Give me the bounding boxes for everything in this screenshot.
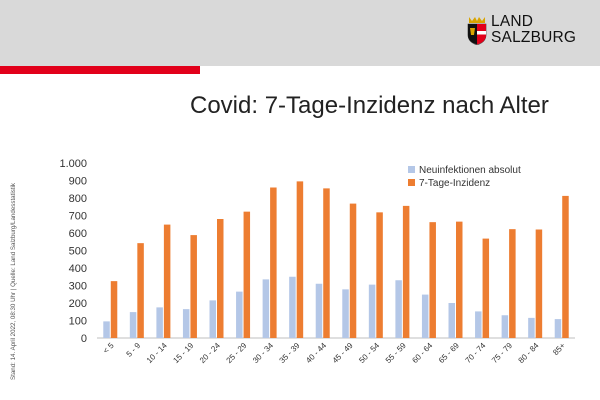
bar-neuinfektionen bbox=[236, 291, 243, 339]
bar-neuinfektionen bbox=[395, 280, 402, 338]
bar-neuinfektionen bbox=[368, 284, 376, 339]
x-tick-label: 70 - 74 bbox=[463, 341, 487, 365]
x-tick-label: 20 - 24 bbox=[198, 341, 222, 365]
x-tick-label: 80 - 84 bbox=[517, 341, 541, 365]
bar-inzidenz bbox=[243, 211, 251, 338]
y-tick-label: 700 bbox=[69, 211, 87, 223]
bar-neuinfektionen bbox=[209, 300, 216, 339]
x-tick-label: 65 - 69 bbox=[437, 341, 461, 365]
bar-neuinfektionen bbox=[554, 319, 562, 338]
red-accent-bar bbox=[0, 66, 200, 74]
y-tick-label: 400 bbox=[69, 263, 87, 275]
legend-swatch bbox=[408, 166, 415, 173]
bar-inzidenz bbox=[110, 281, 118, 339]
bar-neuinfektionen bbox=[262, 279, 270, 339]
chart-bars bbox=[103, 181, 569, 339]
x-tick-label: 75 - 79 bbox=[490, 341, 514, 365]
legend-label: Neuinfektionen absolut bbox=[419, 165, 521, 176]
coat-of-arms-icon bbox=[467, 17, 487, 45]
x-axis-labels: < 5 5 - 9 10 - 14 15 - 19 20 - 24 25 - 29 30 -… bbox=[101, 341, 567, 365]
bar-inzidenz bbox=[296, 181, 304, 339]
logo-line-2: SALZBURG bbox=[491, 29, 577, 46]
y-tick-label: 500 bbox=[69, 246, 87, 258]
x-tick-label: 60 - 64 bbox=[410, 341, 434, 365]
y-tick-label: 200 bbox=[69, 298, 87, 310]
bar-inzidenz bbox=[535, 229, 543, 338]
bar-inzidenz bbox=[137, 243, 144, 338]
bar-neuinfektionen bbox=[448, 303, 455, 338]
logo-line-1: LAND bbox=[491, 13, 534, 30]
bar-neuinfektionen bbox=[156, 307, 163, 339]
bar-neuinfektionen bbox=[182, 309, 190, 339]
page-title: Covid: 7-Tage-Inzidenz nach Alter bbox=[190, 92, 549, 119]
x-tick-label: 55 - 59 bbox=[384, 341, 408, 365]
bar-inzidenz bbox=[270, 187, 277, 338]
y-tick-label: 600 bbox=[69, 228, 87, 240]
bar-neuinfektionen bbox=[421, 294, 429, 338]
bar-inzidenz bbox=[163, 224, 171, 338]
y-tick-label: 100 bbox=[69, 316, 87, 328]
x-tick-label: 25 - 29 bbox=[224, 341, 248, 365]
bar-inzidenz bbox=[429, 222, 436, 338]
header-band bbox=[0, 0, 600, 66]
y-tick-label: 800 bbox=[69, 193, 87, 205]
x-tick-label: 15 - 19 bbox=[171, 341, 195, 365]
bar-neuinfektionen bbox=[528, 317, 535, 339]
bar-neuinfektionen bbox=[315, 283, 323, 338]
bar-inzidenz bbox=[456, 221, 463, 339]
y-tick-label: 300 bbox=[69, 281, 87, 293]
land-salzburg-logo: LAND SALZBURG bbox=[466, 13, 596, 49]
x-tick-label: 45 - 49 bbox=[331, 341, 355, 365]
bar-inzidenz bbox=[509, 229, 516, 338]
legend-label: 7-Tage-Inzidenz bbox=[419, 178, 490, 189]
bar-neuinfektionen bbox=[501, 315, 509, 338]
x-tick-label: < 5 bbox=[101, 341, 116, 356]
bar-neuinfektionen bbox=[289, 276, 296, 338]
bar-inzidenz bbox=[323, 188, 330, 339]
x-tick-label: 5 - 9 bbox=[125, 341, 143, 359]
bar-neuinfektionen bbox=[129, 312, 137, 338]
bar-inzidenz bbox=[482, 238, 490, 338]
x-tick-label: 50 - 54 bbox=[357, 341, 381, 365]
bar-inzidenz bbox=[402, 205, 410, 339]
y-tick-label: 0 bbox=[81, 333, 87, 345]
x-tick-label: 10 - 14 bbox=[145, 341, 169, 365]
x-tick-label: 35 - 39 bbox=[278, 341, 302, 365]
chart-legend: Neuinfektionen absolut 7-Tage-Inzidenz bbox=[408, 165, 521, 189]
y-tick-label: 1.000 bbox=[59, 158, 87, 170]
chart-axes: 0 100 200 300 400 500 600 700 800 900 1.000 bbox=[59, 158, 575, 345]
bar-neuinfektionen bbox=[342, 289, 349, 338]
bar-inzidenz bbox=[562, 195, 569, 338]
bar-neuinfektionen bbox=[103, 321, 110, 339]
bar-inzidenz bbox=[190, 235, 197, 338]
legend-swatch bbox=[408, 179, 415, 186]
bar-inzidenz bbox=[217, 219, 224, 338]
bar-neuinfektionen bbox=[475, 311, 482, 338]
bar-inzidenz bbox=[376, 212, 383, 338]
x-tick-label: 40 - 44 bbox=[304, 341, 328, 365]
x-tick-label: 85+ bbox=[551, 341, 567, 357]
x-tick-label: 30 - 34 bbox=[251, 341, 275, 365]
y-tick-label: 900 bbox=[69, 176, 87, 188]
bar-inzidenz bbox=[349, 203, 357, 338]
